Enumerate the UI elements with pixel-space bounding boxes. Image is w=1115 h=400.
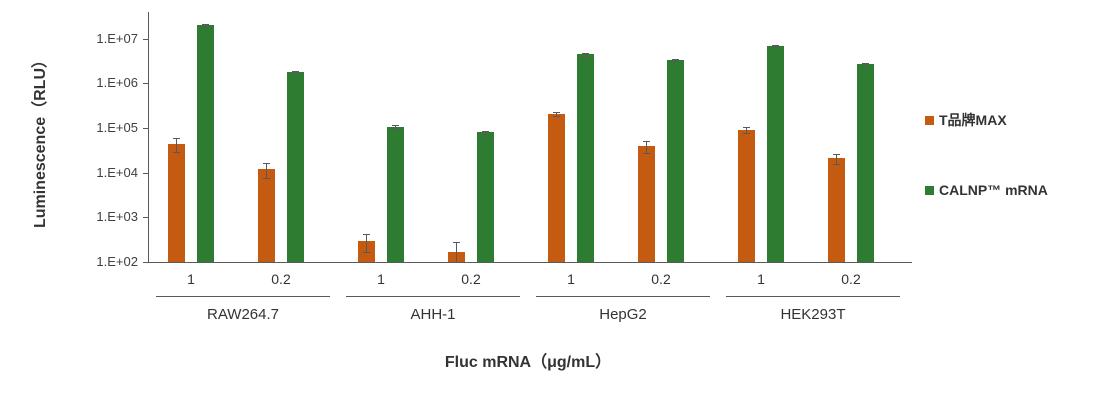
error-bar-cap-bottom	[743, 132, 750, 134]
group-label: HepG2	[599, 306, 647, 323]
error-bar-cap-top	[582, 53, 589, 55]
error-bar-cap-top	[672, 59, 679, 61]
y-tick-mark	[143, 38, 148, 40]
dose-label: 1	[187, 271, 195, 287]
error-bar-cap-bottom	[772, 46, 779, 48]
error-bar	[266, 163, 267, 178]
error-bar-cap-top	[862, 62, 869, 64]
legend-item-t-brand-max: T品牌MAX	[925, 110, 1110, 130]
legend-label: CALNP™ mRNA	[939, 182, 1048, 198]
error-bar-cap-bottom	[392, 129, 399, 131]
legend-label: T品牌MAX	[939, 112, 1007, 128]
error-bar	[205, 24, 206, 27]
error-bar-cap-top	[202, 24, 209, 26]
bar	[667, 60, 684, 262]
error-bar-cap-top	[363, 233, 370, 235]
bar	[857, 64, 874, 262]
error-bar	[395, 125, 396, 130]
y-tick-label: 1.E+05	[96, 120, 138, 136]
y-tick-mark	[143, 217, 148, 219]
bar	[738, 129, 755, 262]
bar	[168, 143, 185, 262]
x-axis-title: Fluc mRNA（μg/mL）	[444, 354, 612, 371]
error-bar-cap-bottom	[363, 252, 370, 254]
error-bar-cap-bottom	[482, 134, 489, 136]
legend-item-calnp-mrna: CALNP™ mRNA	[925, 182, 1110, 198]
group-underline	[536, 296, 710, 297]
bar	[197, 25, 214, 262]
error-bar-cap-top	[743, 127, 750, 129]
legend: T品牌MAX CALNP™ mRNA	[925, 110, 1110, 250]
error-bar	[865, 62, 866, 66]
error-bar-cap-bottom	[672, 61, 679, 63]
y-tick-label: 1.E+07	[96, 30, 138, 46]
dose-label: 0.2	[841, 271, 861, 287]
error-bar-cap-top	[392, 125, 399, 127]
error-bar	[836, 154, 837, 164]
y-tick-mark	[143, 262, 148, 263]
error-bar	[556, 111, 557, 116]
error-bar-cap-top	[263, 163, 270, 165]
error-bar-cap-bottom	[173, 151, 180, 153]
dose-label: 0.2	[271, 271, 291, 287]
error-bar	[485, 130, 486, 135]
error-bar	[746, 127, 747, 133]
dose-label: 0.2	[461, 271, 481, 287]
error-bar-cap-top	[833, 154, 840, 156]
y-tick-label: 1.E+03	[96, 209, 138, 225]
bar	[767, 45, 784, 262]
error-bar-cap-top	[173, 137, 180, 139]
error-bar	[646, 140, 647, 153]
x-axis-line	[148, 262, 912, 263]
group-underline	[156, 296, 330, 297]
bar	[577, 54, 594, 262]
error-bar	[176, 137, 177, 152]
bar	[828, 158, 845, 262]
legend-swatch-green-icon	[925, 185, 934, 195]
error-bar-cap-bottom	[453, 262, 460, 263]
group-underline	[726, 296, 900, 297]
legend-swatch-orange-icon	[925, 115, 934, 125]
error-bar-cap-bottom	[862, 65, 869, 67]
error-bar	[366, 233, 367, 253]
group-underline	[346, 296, 520, 297]
y-tick-mark	[143, 128, 148, 130]
error-bar-cap-bottom	[263, 177, 270, 179]
error-bar-cap-bottom	[292, 73, 299, 75]
error-bar-cap-bottom	[553, 115, 560, 117]
error-bar-cap-top	[772, 44, 779, 46]
bar	[548, 113, 565, 262]
group-label: RAW264.7	[207, 306, 279, 323]
y-tick-label: 1.E+02	[96, 254, 138, 269]
error-bar	[585, 53, 586, 56]
y-tick-mark	[143, 172, 148, 174]
y-axis-title: Luminescence（RLU）	[32, 51, 49, 229]
y-axis-line	[148, 12, 149, 262]
error-bar-cap-bottom	[202, 26, 209, 28]
error-bar-cap-bottom	[643, 152, 650, 154]
error-bar	[456, 242, 457, 262]
y-tick-label: 1.E+06	[96, 75, 138, 91]
dose-label: 1	[757, 271, 765, 287]
bar	[287, 72, 304, 262]
error-bar-cap-top	[643, 140, 650, 142]
error-bar-cap-bottom	[833, 163, 840, 165]
y-tick-mark	[143, 83, 148, 85]
group-label: HEK293T	[780, 306, 846, 323]
error-bar-cap-top	[553, 111, 560, 113]
dose-label: 0.2	[651, 271, 671, 287]
bar	[258, 169, 275, 262]
dose-label: 1	[567, 271, 575, 287]
bar	[638, 145, 655, 262]
error-bar-cap-bottom	[582, 55, 589, 57]
error-bar-cap-top	[292, 71, 299, 73]
group-label: AHH-1	[410, 306, 456, 323]
bar	[387, 127, 404, 262]
bar	[477, 132, 494, 262]
error-bar-cap-top	[453, 242, 460, 243]
y-tick-label: 1.E+04	[96, 164, 138, 180]
dose-label: 1	[377, 271, 385, 287]
error-bar-cap-top	[482, 130, 489, 132]
